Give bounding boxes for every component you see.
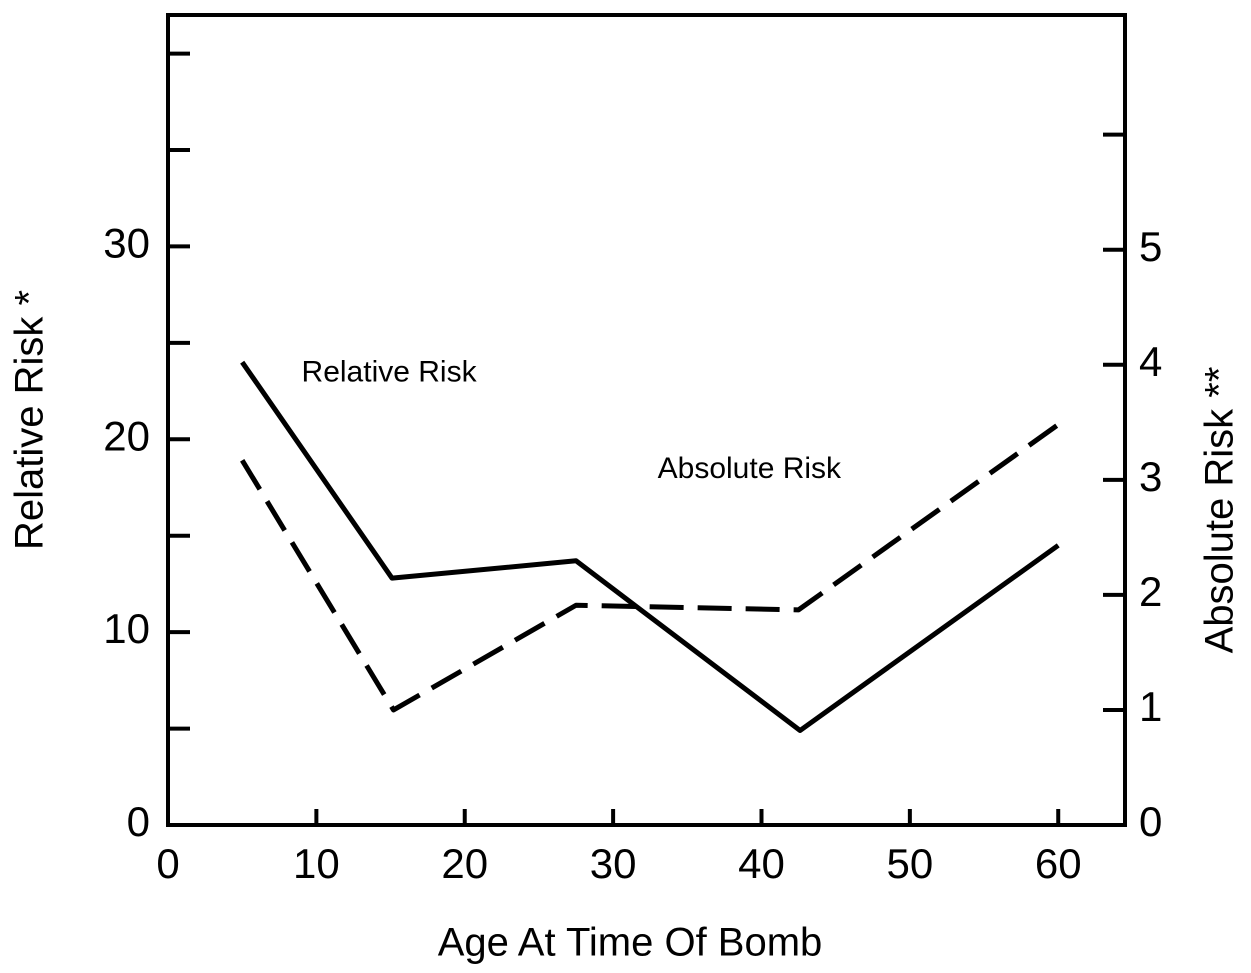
y-tick-label: 20: [103, 412, 150, 459]
series-line: [240, 360, 1060, 733]
y2-axis-label: Absolute Risk **: [1198, 367, 1242, 654]
x-tick-label: 0: [156, 840, 179, 887]
x-tick-label: 60: [1035, 840, 1082, 887]
y-tick-label: 0: [127, 798, 150, 845]
y2-tick-label: 5: [1139, 223, 1162, 270]
x-axis-label: Age At Time Of Bomb: [438, 921, 823, 965]
x-tick-label: 20: [441, 840, 488, 887]
y2-tick-label: 3: [1139, 453, 1162, 500]
y2-tick-label: 4: [1139, 338, 1162, 385]
annotation: Absolute Risk: [658, 452, 842, 485]
x-tick-label: 30: [590, 840, 637, 887]
y-tick-label: 30: [103, 220, 150, 267]
y-axis-label: Relative Risk *: [8, 290, 52, 550]
plot-frame: [166, 13, 1127, 827]
x-tick-label: 50: [887, 840, 934, 887]
y2-tick-label: 1: [1139, 683, 1162, 730]
y2-tick-label: 0: [1139, 798, 1162, 845]
y2-tick-label: 2: [1139, 568, 1162, 615]
annotation: Relative Risk: [302, 356, 478, 389]
series-line: [240, 422, 1060, 713]
y-tick-label: 10: [103, 605, 150, 652]
x-tick-label: 10: [293, 840, 340, 887]
x-tick-label: 40: [738, 840, 785, 887]
